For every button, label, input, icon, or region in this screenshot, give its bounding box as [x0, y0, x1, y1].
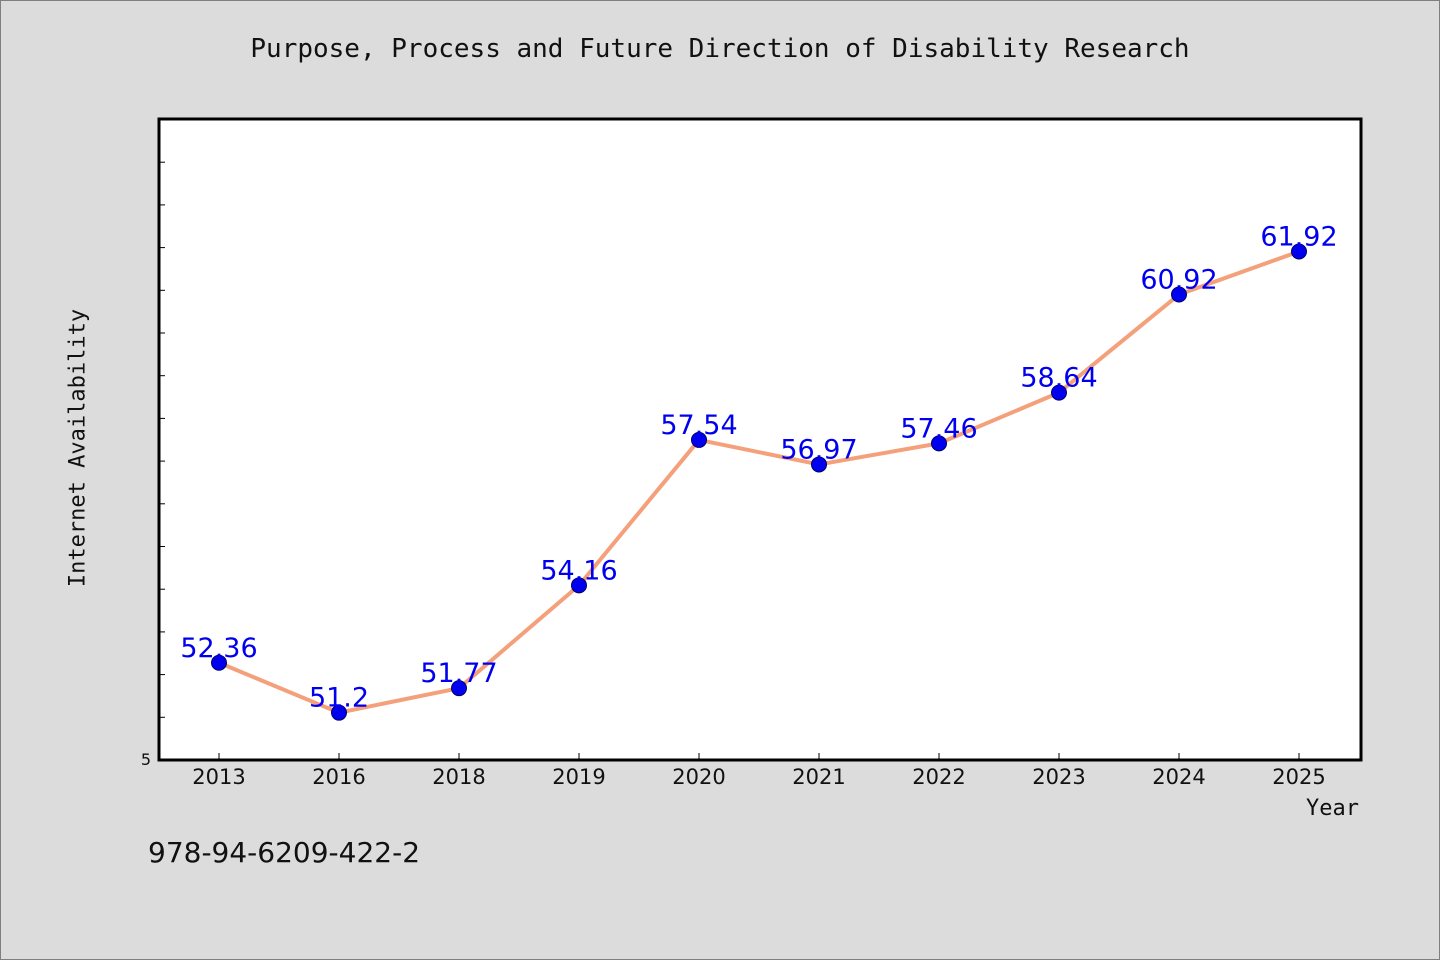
x-tick-label: 2024	[1152, 765, 1205, 789]
data-point	[691, 431, 707, 448]
x-tick-label: 2018	[432, 765, 485, 789]
data-label: 51.77	[420, 658, 497, 689]
data-point	[211, 654, 227, 671]
data-label: 57.46	[900, 413, 977, 444]
data-label: 56.97	[780, 434, 857, 465]
x-tick-label: 2025	[1272, 765, 1325, 789]
data-point	[451, 680, 467, 697]
data-label: 54.16	[540, 555, 617, 586]
isbn-text: 978-94-6209-422-2	[148, 836, 421, 869]
data-point	[931, 435, 947, 452]
x-tick-label: 2016	[312, 765, 365, 789]
data-point	[811, 456, 827, 473]
data-label: 60.92	[1140, 265, 1217, 296]
y-tick-label: 5	[141, 750, 151, 769]
x-tick-label: 2013	[192, 765, 245, 789]
data-point	[1171, 286, 1187, 303]
data-point	[1291, 243, 1307, 260]
data-label: 57.54	[660, 410, 737, 441]
data-label: 52.36	[180, 633, 257, 664]
x-tick-label: 2022	[912, 765, 965, 789]
x-tick-label: 2020	[672, 765, 725, 789]
data-point	[331, 704, 347, 721]
x-tick-label: 2019	[552, 765, 605, 789]
x-tick-label: 2021	[792, 765, 845, 789]
data-point	[1051, 384, 1067, 401]
plot-area	[157, 117, 1363, 762]
data-point	[571, 577, 587, 594]
data-label: 61.92	[1260, 222, 1337, 253]
data-label: 58.64	[1020, 363, 1097, 394]
chart-title: Purpose, Process and Future Direction of…	[250, 34, 1190, 64]
series-line	[218, 249, 1300, 715]
x-axis-label: Year	[1306, 796, 1359, 821]
data-label: 51.2	[309, 683, 369, 714]
x-tick-label: 2023	[1032, 765, 1085, 789]
